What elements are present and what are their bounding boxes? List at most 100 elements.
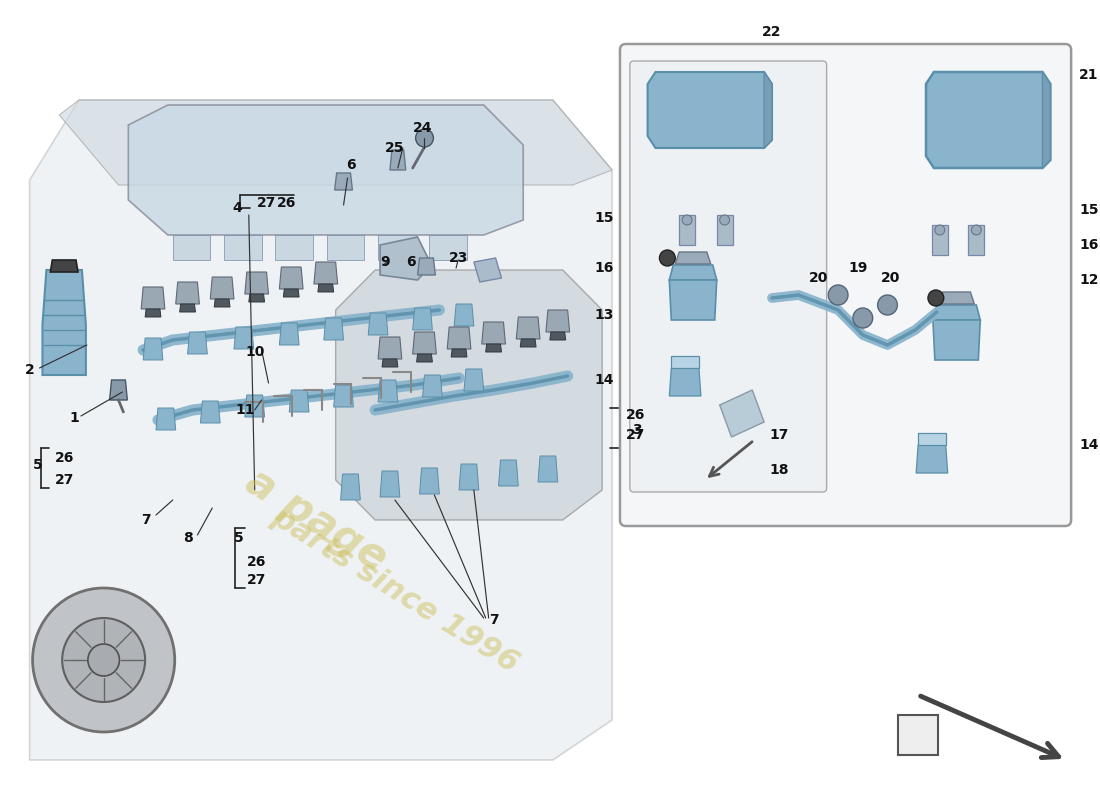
Text: 11: 11: [235, 403, 254, 417]
Text: 16: 16: [595, 261, 614, 275]
Text: 7: 7: [141, 513, 151, 527]
Polygon shape: [671, 356, 698, 368]
Circle shape: [88, 644, 120, 676]
Polygon shape: [932, 225, 948, 255]
Text: 13: 13: [595, 308, 614, 322]
Polygon shape: [43, 270, 86, 375]
Text: 21: 21: [1079, 68, 1099, 82]
Text: 27: 27: [248, 573, 266, 587]
Text: 18: 18: [769, 463, 789, 477]
Polygon shape: [389, 150, 406, 170]
Polygon shape: [459, 464, 478, 490]
Text: 20: 20: [881, 271, 900, 285]
Text: 17: 17: [769, 428, 789, 442]
Text: 27: 27: [626, 428, 646, 442]
Circle shape: [660, 250, 675, 266]
Polygon shape: [520, 339, 536, 347]
Text: 7: 7: [488, 613, 498, 627]
Polygon shape: [210, 277, 234, 299]
Circle shape: [416, 129, 433, 147]
Polygon shape: [933, 305, 980, 320]
Polygon shape: [474, 258, 502, 282]
Polygon shape: [719, 390, 764, 437]
Polygon shape: [59, 100, 612, 185]
Polygon shape: [214, 299, 230, 307]
Polygon shape: [422, 375, 442, 397]
Polygon shape: [334, 173, 352, 190]
Text: 10: 10: [245, 345, 264, 359]
Text: 1: 1: [69, 411, 79, 425]
Text: 23: 23: [450, 251, 469, 265]
Text: 19: 19: [848, 261, 868, 275]
Polygon shape: [129, 105, 524, 235]
Polygon shape: [381, 237, 431, 280]
Text: 4: 4: [232, 201, 242, 215]
Polygon shape: [336, 270, 602, 520]
Polygon shape: [717, 215, 733, 245]
Polygon shape: [327, 235, 364, 260]
Text: 14: 14: [594, 373, 614, 387]
Polygon shape: [141, 287, 165, 309]
Text: 16: 16: [1079, 238, 1099, 252]
Circle shape: [33, 588, 175, 732]
Polygon shape: [284, 289, 299, 297]
Text: 12: 12: [1079, 273, 1099, 287]
Text: 26: 26: [276, 196, 296, 210]
Polygon shape: [454, 304, 474, 326]
Polygon shape: [234, 327, 254, 349]
Text: 8: 8: [183, 531, 192, 545]
Polygon shape: [382, 359, 398, 367]
Polygon shape: [245, 395, 265, 417]
Text: 3: 3: [631, 423, 641, 437]
Polygon shape: [429, 235, 466, 260]
Polygon shape: [341, 474, 361, 500]
Text: 15: 15: [1079, 203, 1099, 217]
Polygon shape: [418, 258, 436, 275]
Circle shape: [935, 225, 945, 235]
Polygon shape: [669, 280, 717, 320]
Text: 27: 27: [55, 473, 74, 487]
Text: 15: 15: [594, 211, 614, 225]
Text: 27: 27: [257, 196, 276, 210]
Polygon shape: [245, 272, 268, 294]
Polygon shape: [669, 265, 717, 280]
Circle shape: [63, 618, 145, 702]
Polygon shape: [249, 294, 265, 302]
Text: 9: 9: [381, 255, 389, 269]
Circle shape: [682, 215, 692, 225]
Text: 14: 14: [1079, 438, 1099, 452]
Text: 26: 26: [626, 408, 646, 422]
Polygon shape: [179, 304, 196, 312]
Polygon shape: [318, 284, 333, 292]
FancyBboxPatch shape: [630, 61, 826, 492]
Circle shape: [878, 295, 898, 315]
Circle shape: [928, 290, 944, 306]
Text: 6: 6: [345, 158, 355, 172]
Text: 25: 25: [385, 141, 405, 155]
Polygon shape: [926, 72, 1050, 168]
Polygon shape: [143, 338, 163, 360]
Polygon shape: [368, 313, 388, 335]
Polygon shape: [200, 401, 220, 423]
Polygon shape: [173, 235, 210, 260]
Polygon shape: [498, 460, 518, 486]
Text: 6: 6: [406, 255, 416, 269]
Polygon shape: [176, 282, 199, 304]
Polygon shape: [381, 471, 399, 497]
Polygon shape: [538, 456, 558, 482]
Circle shape: [719, 215, 729, 225]
Polygon shape: [323, 318, 343, 340]
Polygon shape: [451, 349, 466, 357]
Polygon shape: [417, 354, 432, 362]
Polygon shape: [550, 332, 565, 340]
Polygon shape: [938, 292, 975, 304]
Polygon shape: [156, 408, 176, 430]
Polygon shape: [378, 337, 402, 359]
Text: 26: 26: [248, 555, 266, 569]
Polygon shape: [648, 72, 772, 148]
Polygon shape: [1043, 72, 1050, 168]
Polygon shape: [546, 310, 570, 332]
Polygon shape: [145, 309, 161, 317]
Polygon shape: [289, 390, 309, 412]
Text: 2: 2: [24, 363, 34, 377]
